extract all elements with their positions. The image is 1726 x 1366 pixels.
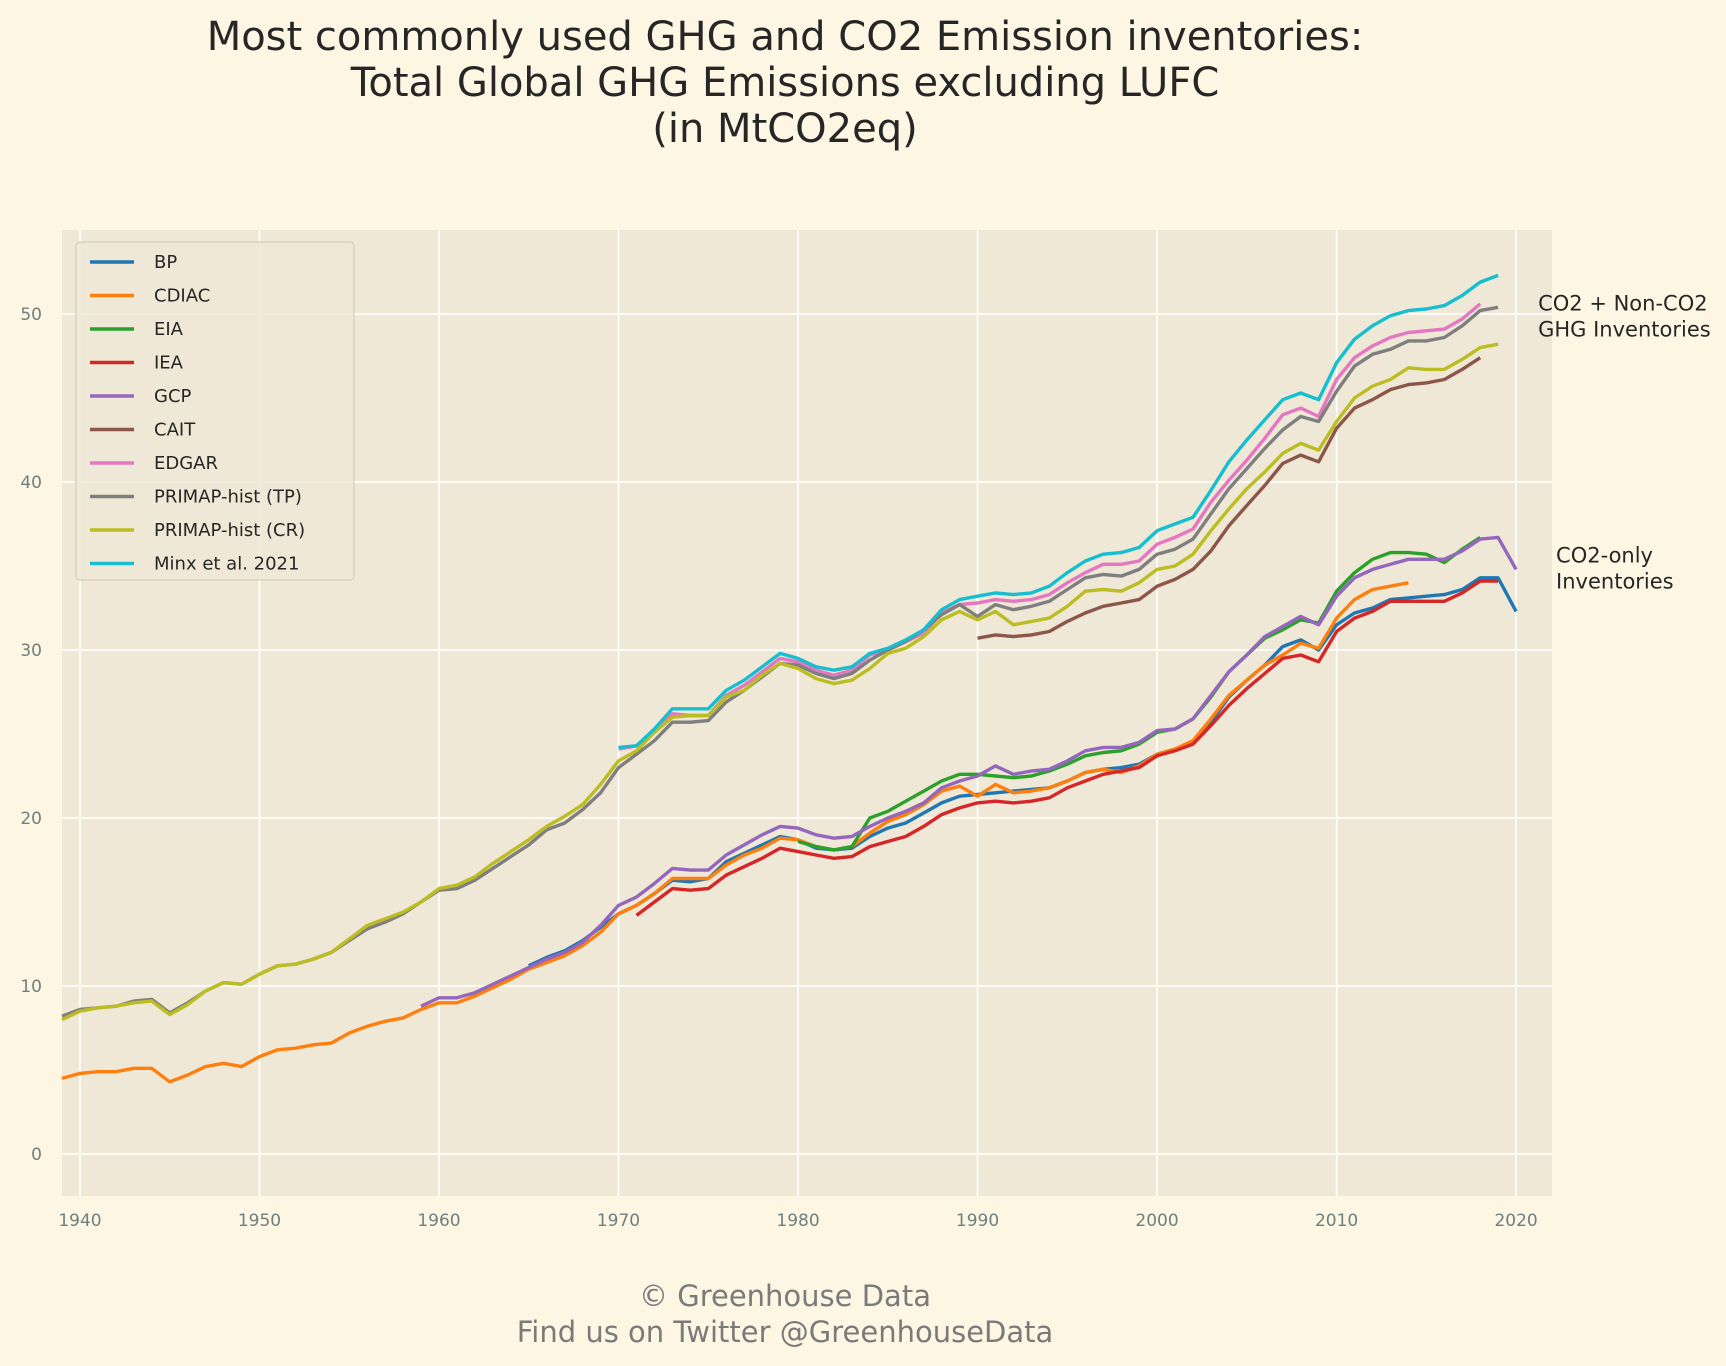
y-tick-label: 0 bbox=[31, 1145, 42, 1165]
legend-entry: GCP bbox=[154, 386, 192, 407]
x-tick-label: 2020 bbox=[1494, 1211, 1537, 1231]
legend-entry: BP bbox=[154, 252, 177, 273]
x-tick-label: 1950 bbox=[238, 1211, 281, 1231]
chart-title-line-2: Total Global GHG Emissions excluding LUF… bbox=[350, 60, 1220, 106]
legend-entry: EDGAR bbox=[154, 453, 218, 474]
annotation-text: GHG Inventories bbox=[1538, 317, 1711, 341]
legend-entry: PRIMAP-hist (CR) bbox=[154, 520, 305, 541]
annotation-text: CO2-only bbox=[1556, 543, 1653, 567]
legend-entry: CDIAC bbox=[154, 286, 210, 307]
annotation-text: CO2 + Non-CO2 bbox=[1538, 291, 1708, 315]
legend-entry: PRIMAP-hist (TP) bbox=[154, 487, 302, 508]
x-tick-label: 1940 bbox=[58, 1211, 101, 1231]
annotation-text: Inventories bbox=[1556, 569, 1674, 593]
chart-title: Most commonly used GHG and CO2 Emission … bbox=[0, 14, 1570, 152]
series-line-cait bbox=[977, 356, 1482, 640]
x-tick-label: 1960 bbox=[417, 1211, 460, 1231]
series-line-cdiac bbox=[61, 581, 1409, 1084]
series-line-edgar bbox=[618, 302, 1482, 751]
data-series bbox=[61, 273, 1518, 1084]
footer-copyright: © Greenhouse Data bbox=[639, 1279, 931, 1313]
chart-title-line-1: Most commonly used GHG and CO2 Emission … bbox=[206, 14, 1364, 60]
legend: BP CDIAC EIA IEA GCP CAIT EDGAR PRIMAP-hist (TP… bbox=[75, 241, 355, 581]
x-tick-label: 1970 bbox=[597, 1211, 640, 1231]
y-tick-label: 10 bbox=[20, 977, 42, 997]
legend-entry: CAIT bbox=[154, 420, 196, 441]
y-tick-label: 40 bbox=[20, 473, 42, 493]
series-line-minx-et-al-2021 bbox=[618, 273, 1499, 750]
x-tick-label: 1980 bbox=[776, 1211, 819, 1231]
y-tick-label: 20 bbox=[20, 809, 42, 829]
y-tick-label: 30 bbox=[20, 641, 42, 661]
x-tick-label: 2000 bbox=[1135, 1211, 1178, 1231]
legend-entry: IEA bbox=[154, 353, 184, 374]
tick-labels: 1940 1950 1960 1970 1980 1990 2000 2010 2020 0 10 2… bbox=[20, 305, 1537, 1231]
x-tick-label: 2010 bbox=[1315, 1211, 1358, 1231]
legend-entry: Minx et al. 2021 bbox=[154, 554, 299, 575]
chart-title-line-3: (in MtCO2eq) bbox=[652, 106, 918, 152]
footer-twitter: Find us on Twitter @GreenhouseData bbox=[516, 1315, 1054, 1349]
x-tick-label: 1990 bbox=[956, 1211, 999, 1231]
series-line-primap-hist-cr bbox=[61, 342, 1499, 1022]
series-line-iea bbox=[635, 579, 1499, 917]
legend-box bbox=[75, 241, 355, 581]
y-tick-label: 50 bbox=[20, 305, 42, 325]
footer-credits: © Greenhouse Data Find us on Twitter @Gr… bbox=[0, 1278, 1570, 1350]
series-line-gcp bbox=[420, 535, 1518, 1008]
legend-entry: EIA bbox=[154, 319, 184, 340]
